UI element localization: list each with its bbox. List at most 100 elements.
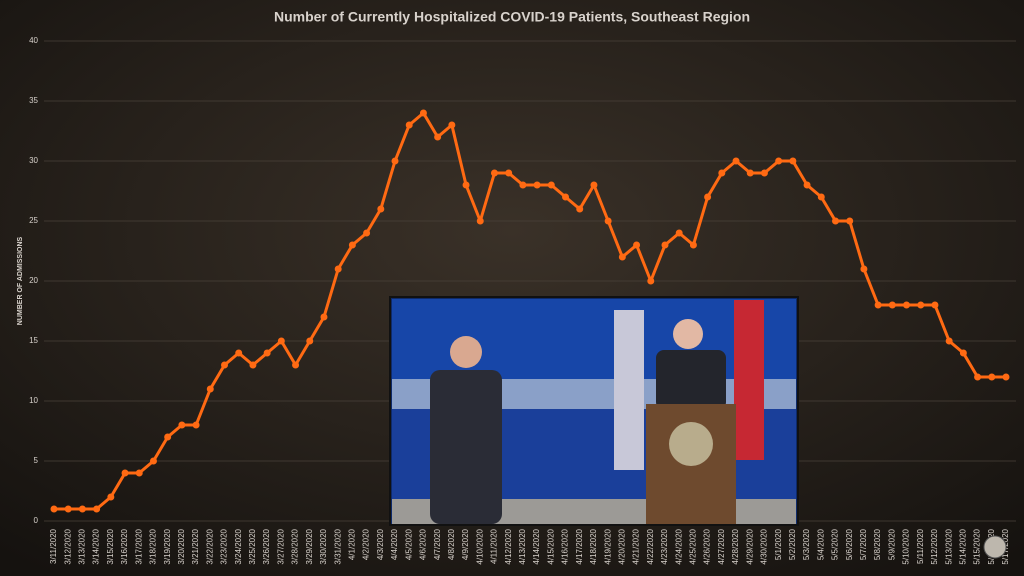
x-tick-label: 4/14/2020 — [532, 528, 541, 564]
x-tick-label: 4/20/2020 — [617, 528, 626, 564]
x-tick-label: 4/1/2020 — [347, 528, 356, 560]
data-point — [135, 469, 143, 477]
data-point — [419, 109, 427, 117]
data-point — [334, 265, 342, 273]
x-tick-label: 5/13/2020 — [944, 528, 953, 564]
x-tick-label: 3/28/2020 — [291, 528, 300, 564]
interpreter — [430, 370, 502, 524]
data-point — [107, 493, 115, 501]
data-point — [235, 349, 243, 357]
interpreter-head — [450, 336, 482, 368]
x-tick-label: 4/18/2020 — [589, 528, 598, 564]
x-tick-label: 4/9/2020 — [461, 528, 470, 560]
x-tick-label: 3/29/2020 — [305, 528, 314, 564]
x-tick-label: 3/21/2020 — [191, 528, 200, 564]
x-tick-label: 5/7/2020 — [859, 528, 868, 560]
data-point — [249, 361, 257, 369]
data-point — [206, 385, 214, 393]
data-point — [490, 169, 498, 177]
speaker-head — [673, 319, 703, 349]
x-tick-label: 4/26/2020 — [703, 528, 712, 564]
data-point — [221, 361, 229, 369]
data-point — [689, 241, 697, 249]
data-point — [505, 169, 513, 177]
x-tick-label: 3/15/2020 — [106, 528, 115, 564]
data-point — [576, 205, 584, 213]
x-tick-label: 4/19/2020 — [603, 528, 612, 564]
data-point — [718, 169, 726, 177]
x-tick-label: 4/16/2020 — [561, 528, 570, 564]
x-tick-label: 4/15/2020 — [546, 528, 555, 564]
x-tick-label: 3/11/2020 — [49, 528, 58, 564]
x-tick-label: 4/30/2020 — [760, 528, 769, 564]
y-tick-label: 5 — [34, 456, 39, 465]
data-point — [988, 373, 996, 381]
data-point — [363, 229, 371, 237]
x-tick-label: 3/17/2020 — [134, 528, 143, 564]
x-tick-label: 3/19/2020 — [163, 528, 172, 564]
data-point — [121, 469, 129, 477]
data-point — [846, 217, 854, 225]
x-tick-label: 3/26/2020 — [262, 528, 271, 564]
x-tick-label: 5/10/2020 — [902, 528, 911, 564]
x-tick-label: 5/15/2020 — [973, 528, 982, 564]
x-tick-label: 4/8/2020 — [447, 528, 456, 560]
data-point — [590, 181, 598, 189]
x-tick-label: 5/1/2020 — [774, 528, 783, 560]
data-point — [562, 193, 570, 201]
data-point — [618, 253, 626, 261]
data-point — [93, 505, 101, 513]
data-point — [149, 457, 157, 465]
y-tick-label: 20 — [29, 276, 38, 285]
data-point — [817, 193, 825, 201]
data-point — [306, 337, 314, 345]
data-point — [604, 217, 612, 225]
x-tick-label: 3/24/2020 — [234, 528, 243, 564]
data-point — [434, 133, 442, 141]
x-tick-label: 4/11/2020 — [490, 528, 499, 564]
x-tick-label: 3/23/2020 — [220, 528, 229, 564]
data-point — [462, 181, 470, 189]
x-tick-label: 3/13/2020 — [78, 528, 87, 564]
podium-seal — [669, 422, 713, 466]
x-tick-label: 4/13/2020 — [518, 528, 527, 564]
data-point — [50, 505, 58, 513]
x-tick-label: 4/3/2020 — [376, 528, 385, 560]
x-tick-label: 3/20/2020 — [177, 528, 186, 564]
x-tick-label: 3/16/2020 — [120, 528, 129, 564]
data-point — [320, 313, 328, 321]
data-point — [874, 301, 882, 309]
x-tick-label: 4/4/2020 — [390, 528, 399, 560]
logo — [983, 535, 1007, 559]
x-tick-label: 4/24/2020 — [674, 528, 683, 564]
data-point — [192, 421, 200, 429]
x-tick-label: 3/18/2020 — [149, 528, 158, 564]
x-tick-label: 4/17/2020 — [575, 528, 584, 564]
y-tick-label: 10 — [29, 396, 38, 405]
data-point — [633, 241, 641, 249]
x-tick-label: 4/22/2020 — [646, 528, 655, 564]
data-point — [164, 433, 172, 441]
state-flag — [734, 300, 764, 460]
data-point — [263, 349, 271, 357]
y-tick-label: 25 — [29, 216, 38, 225]
x-tick-label: 4/10/2020 — [475, 528, 484, 564]
x-tick-label: 4/2/2020 — [362, 528, 371, 560]
data-point — [1002, 373, 1010, 381]
data-point — [391, 157, 399, 165]
y-tick-label: 40 — [29, 36, 38, 45]
data-point — [831, 217, 839, 225]
speaker — [656, 350, 726, 410]
x-tick-label: 4/6/2020 — [419, 528, 428, 560]
data-point — [732, 157, 740, 165]
data-point — [803, 181, 811, 189]
x-tick-label: 5/2/2020 — [788, 528, 797, 560]
x-tick-label: 5/8/2020 — [873, 528, 882, 560]
y-tick-label: 30 — [29, 156, 38, 165]
data-point — [917, 301, 925, 309]
data-point — [789, 157, 797, 165]
data-point — [448, 121, 456, 129]
x-tick-label: 5/12/2020 — [930, 528, 939, 564]
data-point — [661, 241, 669, 249]
data-point — [377, 205, 385, 213]
